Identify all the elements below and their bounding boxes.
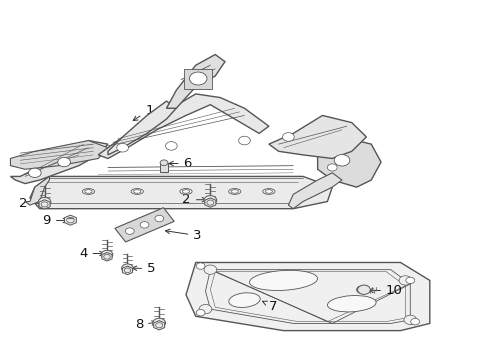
Polygon shape: [204, 198, 215, 207]
Text: 10: 10: [368, 284, 402, 297]
Circle shape: [196, 310, 204, 316]
Circle shape: [398, 276, 411, 285]
Text: 2: 2: [182, 193, 206, 206]
Ellipse shape: [82, 189, 94, 194]
Polygon shape: [185, 262, 429, 330]
Text: 5: 5: [132, 262, 155, 275]
Circle shape: [140, 222, 149, 228]
Polygon shape: [10, 140, 108, 184]
Ellipse shape: [228, 293, 260, 307]
Circle shape: [122, 264, 133, 273]
Circle shape: [333, 154, 349, 166]
Text: 1: 1: [133, 104, 153, 121]
Text: 4: 4: [79, 247, 104, 260]
Circle shape: [199, 305, 211, 314]
Circle shape: [101, 250, 113, 259]
Circle shape: [117, 143, 128, 152]
Circle shape: [327, 164, 336, 171]
Ellipse shape: [262, 189, 274, 194]
Polygon shape: [10, 140, 108, 169]
Circle shape: [153, 318, 165, 328]
Bar: [183, 69, 211, 89]
Circle shape: [203, 195, 216, 205]
Circle shape: [410, 319, 419, 325]
Circle shape: [282, 133, 294, 141]
Polygon shape: [122, 266, 132, 275]
Polygon shape: [30, 176, 331, 209]
Ellipse shape: [327, 296, 375, 312]
Polygon shape: [288, 173, 341, 209]
Circle shape: [196, 263, 204, 269]
Text: 8: 8: [134, 318, 156, 331]
Text: 2: 2: [19, 197, 43, 210]
Polygon shape: [166, 54, 224, 108]
Text: 3: 3: [165, 229, 202, 242]
Circle shape: [238, 136, 250, 145]
Polygon shape: [25, 176, 49, 205]
Polygon shape: [108, 101, 176, 155]
Polygon shape: [64, 215, 76, 225]
Circle shape: [38, 197, 51, 207]
Bar: [160, 163, 167, 172]
Polygon shape: [153, 320, 164, 330]
Circle shape: [405, 277, 414, 284]
Polygon shape: [268, 116, 366, 158]
Ellipse shape: [180, 189, 192, 194]
Circle shape: [160, 160, 167, 166]
Circle shape: [155, 215, 163, 222]
Circle shape: [189, 72, 206, 85]
Text: 7: 7: [262, 300, 277, 313]
Text: 9: 9: [42, 214, 67, 227]
Polygon shape: [102, 252, 112, 261]
Ellipse shape: [131, 189, 143, 194]
Circle shape: [28, 168, 41, 177]
Circle shape: [357, 285, 369, 294]
Circle shape: [203, 265, 216, 274]
Circle shape: [165, 141, 177, 150]
Polygon shape: [98, 94, 268, 158]
Polygon shape: [317, 137, 380, 187]
Polygon shape: [39, 200, 50, 209]
Text: 6: 6: [168, 157, 191, 170]
Circle shape: [403, 315, 416, 324]
Ellipse shape: [249, 270, 317, 291]
Circle shape: [356, 286, 366, 293]
Circle shape: [58, 157, 70, 167]
Polygon shape: [115, 208, 174, 242]
Circle shape: [125, 228, 134, 234]
Ellipse shape: [228, 189, 241, 194]
